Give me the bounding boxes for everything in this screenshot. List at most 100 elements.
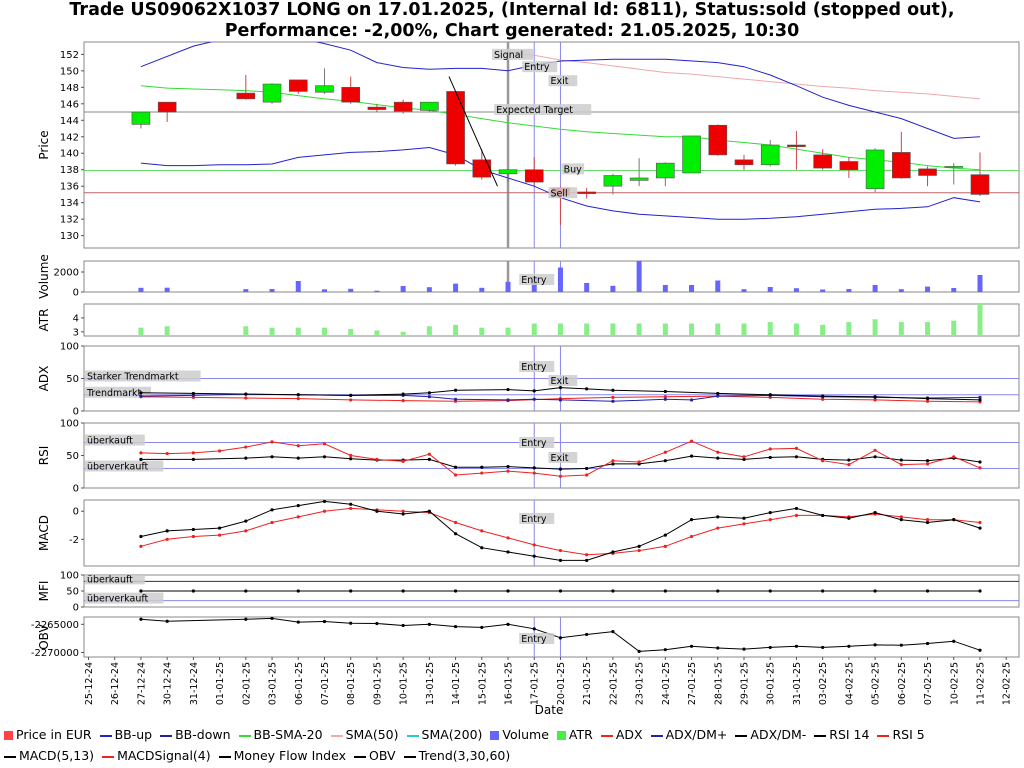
x-axis-label: Date <box>535 703 564 717</box>
legend-label: BB-SMA-20 <box>253 727 323 742</box>
price-tick-label: 132 <box>60 215 79 226</box>
volume-bar <box>295 281 301 292</box>
legend-item: Volume <box>490 724 549 745</box>
adx-ref-label: Trendmarkt <box>86 388 141 399</box>
macd-signal-point <box>794 513 799 518</box>
marker-entry: Entry <box>524 62 550 73</box>
macd-signal-point <box>322 509 327 513</box>
volume-bar <box>479 287 485 292</box>
bb-up-line <box>140 42 981 139</box>
adx-point <box>663 395 667 399</box>
legend-swatch <box>218 755 231 758</box>
rsi14-point <box>585 466 589 471</box>
rsi14-point <box>453 465 458 469</box>
rsi14-point <box>716 456 720 460</box>
legend-label: SMA(200) <box>421 727 483 742</box>
price-tick-label: 138 <box>60 165 79 176</box>
chart-title-line2: Performance: -2,00%, Chart generated: 21… <box>224 21 800 41</box>
macd-point <box>480 546 484 550</box>
dm-plus-point <box>663 397 667 401</box>
atr-bar <box>505 327 511 336</box>
legend-item: ADX/DM+ <box>650 724 727 745</box>
atr-bar <box>610 323 616 336</box>
candle <box>288 79 308 92</box>
obv-point <box>716 646 720 650</box>
macd-signal-point <box>663 544 667 548</box>
mfi-point <box>401 589 405 593</box>
rsi5-point <box>873 448 877 452</box>
x-tick-label: 28-01-25 <box>713 662 724 705</box>
x-tick-label: 15-01-25 <box>477 662 488 705</box>
marker-entry-bg <box>522 61 558 73</box>
legend-item: Trend(3,30,60) <box>403 745 510 766</box>
obv-point <box>768 645 772 650</box>
marker-exit-bg <box>548 75 578 87</box>
candle <box>603 175 623 187</box>
macd-point <box>453 532 458 536</box>
candle <box>131 111 151 125</box>
legend-swatch <box>814 734 827 737</box>
mfi-point <box>558 589 563 593</box>
macd-panel: 0 -2 MACD Entry <box>37 499 1020 567</box>
obv-point <box>480 625 484 630</box>
obv-point <box>689 644 694 648</box>
macd-point <box>952 518 956 522</box>
rsi5-point <box>375 457 379 461</box>
volume-tick-label: 0 <box>73 288 79 299</box>
obv-point <box>322 619 327 624</box>
adx-point <box>925 399 930 403</box>
obv-point <box>821 645 825 650</box>
obv-point <box>296 620 300 624</box>
mfi-point <box>978 589 982 593</box>
legend-swatch <box>600 734 613 737</box>
macd-axis-label: MACD <box>37 515 51 551</box>
marker-expected-target: Expected Target <box>496 105 573 116</box>
legend-label: ADX/DM- <box>750 727 807 742</box>
macd-signal-point <box>532 543 536 547</box>
obv-point <box>952 639 956 643</box>
legend-label: RSI 5 <box>892 727 925 742</box>
macd-signal-point <box>506 536 510 540</box>
candle <box>892 152 911 179</box>
dm-plus-point <box>532 397 536 401</box>
macd-tick-label: -2 <box>69 535 79 546</box>
candle <box>734 159 754 166</box>
price-tick-label: 152 <box>60 50 79 61</box>
legend-swatch <box>490 731 500 740</box>
candle <box>524 169 544 183</box>
legend-label: MACD(5,13) <box>19 748 95 763</box>
adx-exit-marker-bg <box>548 375 578 386</box>
mfi-point <box>506 589 510 593</box>
rsi5-point <box>296 444 300 448</box>
obv-point <box>349 621 353 625</box>
rsi5-point <box>847 463 851 467</box>
macd-point <box>349 502 353 506</box>
mfi-point <box>925 589 930 593</box>
atr-plot-area <box>138 304 983 336</box>
rsi-entry-marker-bg <box>519 437 555 448</box>
volume-bar <box>243 289 249 292</box>
volume-bar <box>898 289 904 292</box>
volume-entry-marker: Entry <box>521 275 547 286</box>
legend-item: MACD(5,13) <box>4 745 94 766</box>
dm-minus-point <box>716 391 720 396</box>
obv-point <box>742 647 746 651</box>
dm-minus-point <box>427 391 431 395</box>
price-panel: 130 132 134 136 138 140 142 144 146 148 150 152 Pric… <box>37 41 1020 249</box>
volume-bar <box>348 288 354 292</box>
dm-plus-point <box>611 399 615 403</box>
legend-label: BB-down <box>175 727 231 742</box>
dm-minus-point <box>401 392 405 396</box>
legend-swatch <box>4 731 13 740</box>
x-tick-label: 06-01-25 <box>294 662 305 705</box>
dm-minus-point <box>768 393 772 397</box>
price-tick-label: 140 <box>60 149 79 160</box>
macd-signal-point <box>558 548 563 553</box>
rsi-entry-marker: Entry <box>521 438 547 449</box>
macd-point <box>558 558 563 562</box>
atr-bar <box>793 323 799 336</box>
x-tick-label: 10-01-25 <box>399 662 410 705</box>
dm-minus-point <box>821 394 825 398</box>
